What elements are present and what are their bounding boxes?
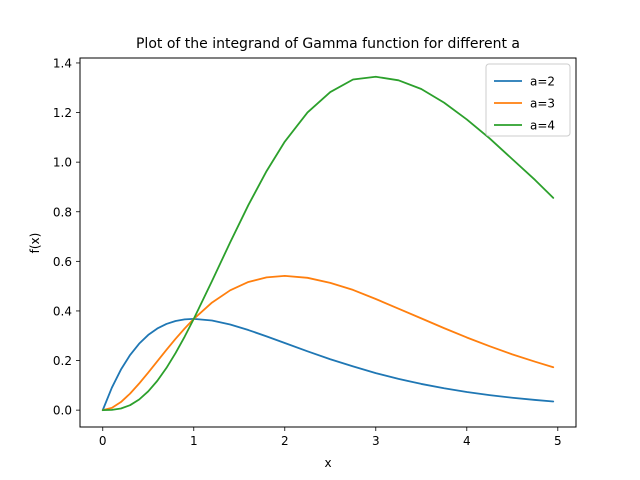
- series-lines: [101, 75, 555, 412]
- x-axis-ticks: 0 1 2 3 4 5: [99, 427, 562, 448]
- legend-box: [485, 63, 571, 137]
- y-tick-label: 0.8: [53, 205, 72, 219]
- y-tick-label: 1.0: [53, 156, 72, 170]
- y-tick-label: 0.2: [53, 354, 72, 368]
- y-axis-ticks: 0.0 0.2 0.4 0.6 0.8 1.0 1.2 1.4: [53, 56, 80, 418]
- y-tick-label: 0.4: [53, 304, 72, 318]
- y-tick-label: 0.0: [53, 404, 72, 418]
- axes-frame: [79, 57, 577, 428]
- y-axis-label: f(x): [28, 233, 42, 254]
- x-axis-label: x: [324, 456, 331, 470]
- series-line-a-2: [101, 318, 555, 412]
- y-tick-label: 1.4: [53, 56, 72, 70]
- legend: a=2 a=3 a=4: [485, 63, 571, 137]
- x-tick-label: 1: [190, 434, 198, 448]
- y-tick-label: 0.6: [53, 255, 72, 269]
- series-line-a-3: [101, 275, 555, 412]
- x-tick-label: 4: [463, 434, 471, 448]
- x-tick-label: 3: [372, 434, 380, 448]
- series-line-a-4: [101, 75, 555, 412]
- x-tick-label: 0: [99, 434, 107, 448]
- legend-label: a=4: [530, 119, 555, 133]
- legend-label: a=2: [530, 75, 555, 89]
- legend-label: a=3: [530, 97, 555, 111]
- chart-title: Plot of the integrand of Gamma function …: [136, 36, 520, 52]
- y-tick-label: 1.2: [53, 106, 72, 120]
- x-tick-label: 2: [281, 434, 289, 448]
- x-tick-label: 5: [554, 434, 562, 448]
